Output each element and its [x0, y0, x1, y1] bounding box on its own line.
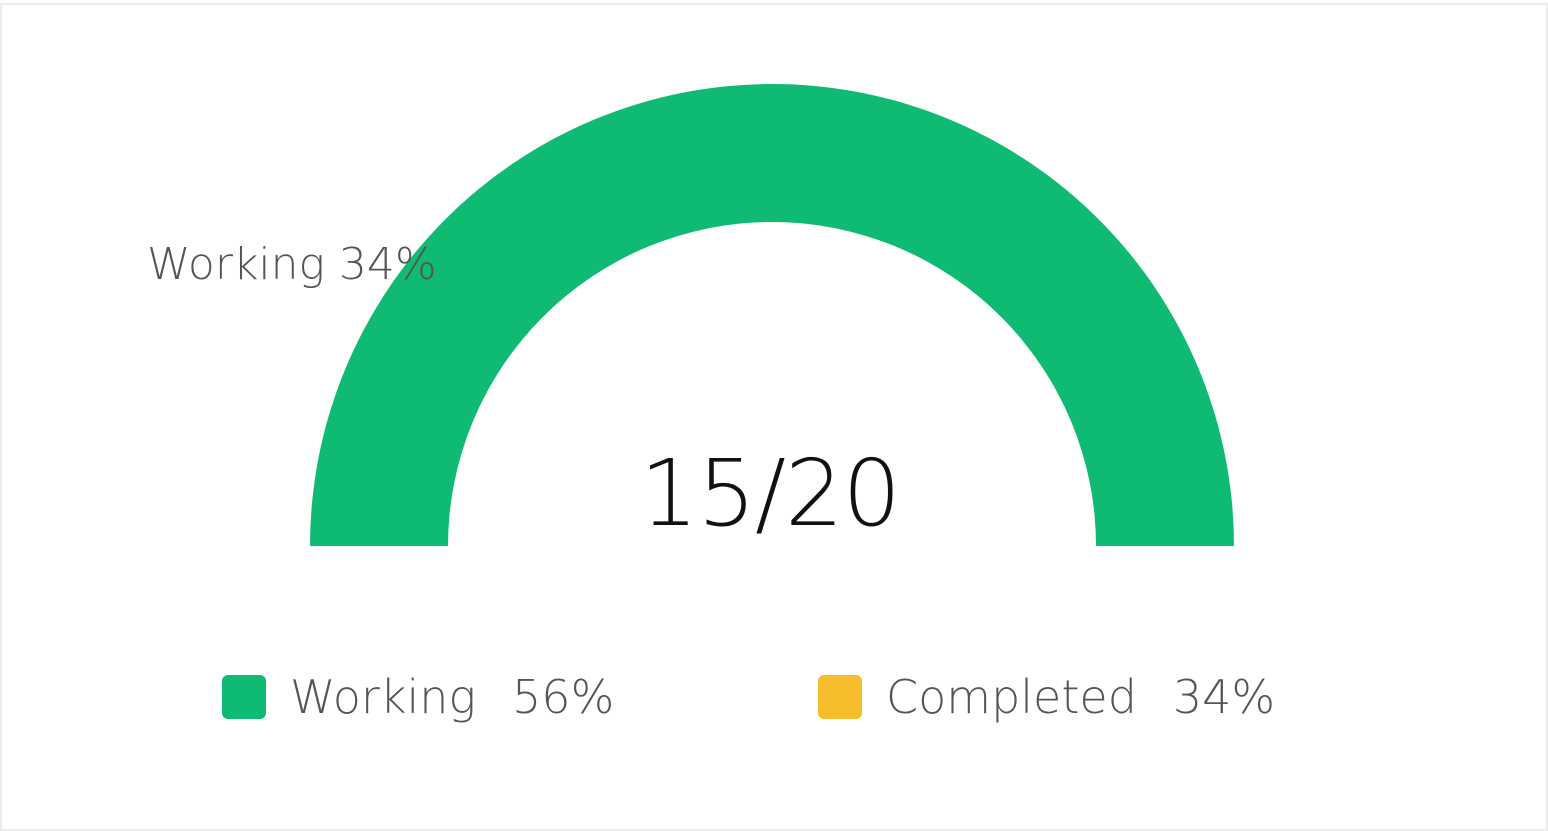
legend-swatch-completed — [818, 675, 862, 719]
legend-label-working: Working — [290, 670, 477, 724]
legend-item-working[interactable]: Working 56% — [222, 665, 614, 729]
legend-label-completed: Completed — [886, 670, 1137, 724]
legend-item-completed[interactable]: Completed 34% — [818, 665, 1275, 729]
legend-swatch-working — [222, 675, 266, 719]
gauge-chart: Working 34% 15/20 — [147, 84, 1234, 547]
chart-card: Working 34% 15/20 Working 56% Completed … — [0, 3, 1548, 831]
arc-callout-label: Working 34% — [147, 239, 437, 290]
legend-percent-completed: 34% — [1172, 670, 1276, 724]
chart-legend: Working 56% Completed 34% — [2, 665, 1548, 729]
gauge-center-value: 15/20 — [640, 440, 900, 547]
gauge-arc-working[interactable] — [310, 84, 1234, 546]
legend-percent-working: 56% — [512, 670, 615, 724]
